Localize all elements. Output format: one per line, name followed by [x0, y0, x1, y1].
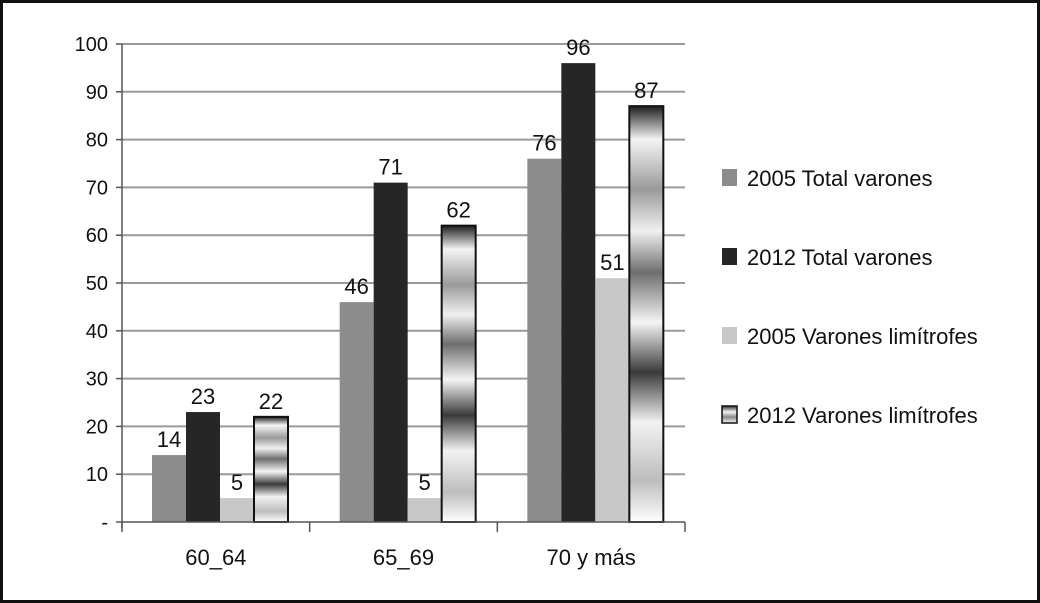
x-axis: 60_64 65_69 70 y más [121, 521, 686, 570]
legend-swatch [722, 169, 737, 186]
y-tick-label: - [101, 512, 108, 534]
bar [628, 105, 665, 523]
bar [253, 415, 289, 523]
data-label: 5 [231, 470, 243, 495]
data-label: 87 [634, 78, 658, 103]
y-axis: - 10 20 30 40 50 60 70 80 90 100 [75, 34, 123, 534]
y-tick-label: 80 [86, 130, 108, 152]
y-tick-label: 40 [86, 321, 108, 343]
legend-label: 2012 Varones limítrofes [747, 403, 978, 428]
bar [339, 302, 374, 522]
y-tick-label: 60 [86, 225, 108, 247]
legend-swatch [722, 248, 737, 265]
y-tick-label: 20 [86, 416, 108, 438]
legend-swatch [722, 327, 737, 344]
y-tick-label: 10 [86, 464, 108, 486]
bar [595, 278, 630, 522]
data-label: 96 [566, 35, 590, 60]
bar [373, 182, 408, 522]
data-label: 22 [259, 389, 283, 414]
y-tick-label: 30 [86, 369, 108, 391]
x-tick-label: 60_64 [185, 545, 246, 570]
data-label: 62 [446, 198, 470, 223]
y-tick-label: 100 [75, 34, 108, 56]
y-tick-label: 90 [86, 82, 108, 104]
bar [561, 63, 596, 523]
bar [407, 498, 442, 522]
bar [527, 158, 562, 522]
bars [152, 63, 665, 523]
data-label: 51 [600, 250, 624, 275]
bar [152, 455, 186, 522]
legend-label: 2005 Total varones [747, 166, 933, 191]
data-label: 14 [157, 427, 181, 452]
legend-swatch [721, 405, 738, 424]
x-tick-label: 70 y más [547, 545, 636, 570]
data-label: 46 [344, 274, 368, 299]
bar [186, 412, 220, 522]
data-label: 5 [419, 470, 431, 495]
data-label: 76 [532, 131, 556, 156]
data-labels: 14 23 5 22 46 71 5 62 76 96 51 87 [157, 35, 659, 495]
bar [440, 224, 477, 523]
y-tick-label: 70 [86, 177, 108, 199]
legend-label: 2005 Varones limítrofes [747, 324, 978, 349]
y-tick-label: 50 [86, 273, 108, 295]
bar [220, 498, 254, 522]
data-label: 23 [191, 384, 215, 409]
legend-label: 2012 Total varones [747, 245, 933, 270]
x-tick-label: 65_69 [373, 545, 434, 570]
data-label: 71 [378, 155, 402, 180]
legend: 2005 Total varones 2012 Total varones 2005… [721, 166, 978, 428]
